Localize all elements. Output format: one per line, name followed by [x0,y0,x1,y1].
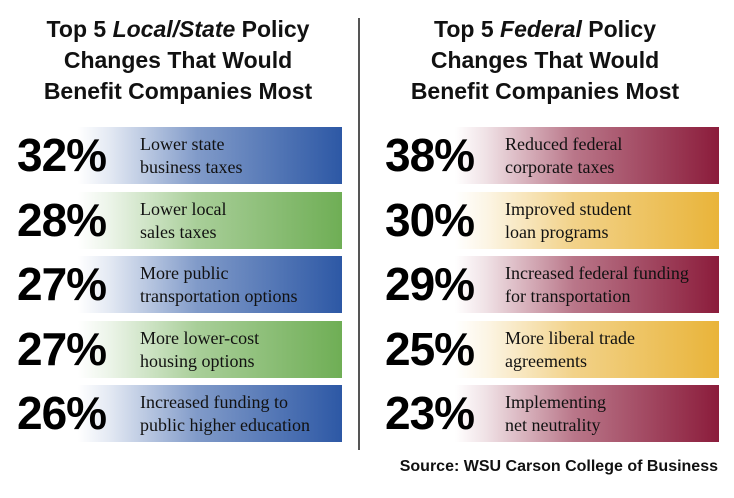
policy-label-line: public higher education [140,415,310,435]
percent-value: 29% [385,258,475,310]
policy-label-line: More liberal trade [505,328,635,348]
title-emphasis: Local/State [112,16,236,42]
policy-label-line: Lower state [140,134,225,154]
policy-label: More liberal trade agreements [505,327,635,373]
policy-label: More lower-cost housing options [140,327,259,373]
policy-bar [455,256,719,313]
policy-label-line: agreements [505,351,587,371]
policy-label-line: net neutrality [505,415,601,435]
policy-label-line: transportation options [140,286,298,306]
policy-bar [455,192,719,249]
policy-label: Lower local sales taxes [140,198,226,244]
policy-label: Reduced federal corporate taxes [505,133,622,179]
policy-label: Lower state business taxes [140,133,243,179]
title-text: Policy [581,16,656,42]
policy-label-line: for transportation [505,286,631,306]
right-panel-title: Top 5 Federal Policy Changes That Would … [375,14,715,107]
policy-label: Implementing net neutrality [505,391,606,437]
percent-value: 26% [17,387,107,439]
policy-label-line: sales taxes [140,222,217,242]
policy-label-line: Increased funding to [140,392,288,412]
policy-label-line: business taxes [140,157,243,177]
left-panel-title: Top 5 Local/State Policy Changes That Wo… [8,14,348,107]
policy-label-line: corporate taxes [505,157,615,177]
source-note: Source: WSU Carson College of Business [399,458,718,475]
policy-bar [455,385,719,442]
panel-divider [358,18,360,450]
title-line: Benefit Companies Most [43,78,313,104]
policy-bar [78,127,342,184]
title-emphasis: Federal [500,16,582,42]
policy-label-line: More public [140,263,229,283]
title-text: Policy [235,16,310,42]
percent-value: 25% [385,323,475,375]
title-text: Top 5 [46,16,113,42]
title-line: Changes That Would [430,47,660,73]
policy-bar [455,321,719,378]
percent-value: 30% [385,194,475,246]
policy-label-line: Improved student [505,199,632,219]
title-line: Changes That Would [63,47,293,73]
title-text: Top 5 [434,16,501,42]
policy-label: Increased funding to public higher educat… [140,391,310,437]
policy-label-line: Increased federal funding [505,263,689,283]
policy-label-line: housing options [140,351,255,371]
policy-label-line: Lower local [140,199,227,219]
policy-bar [78,321,342,378]
percent-value: 38% [385,129,475,181]
policy-label-line: loan programs [505,222,609,242]
policy-label: Improved student loan programs [505,198,631,244]
percent-value: 28% [17,194,107,246]
policy-label: More public transportation options [140,262,297,308]
title-line: Benefit Companies Most [410,78,680,104]
policy-bar [78,192,342,249]
policy-bar [455,127,719,184]
policy-bar [78,385,342,442]
policy-bar [78,256,342,313]
percent-value: 27% [17,323,107,375]
policy-label-line: Reduced federal [505,134,623,154]
percent-value: 23% [385,387,475,439]
percent-value: 27% [17,258,107,310]
policy-label-line: More lower-cost [140,328,260,348]
policy-label: Increased federal funding for transportat… [505,262,689,308]
policy-label-line: Implementing [505,392,606,412]
percent-value: 32% [17,129,107,181]
